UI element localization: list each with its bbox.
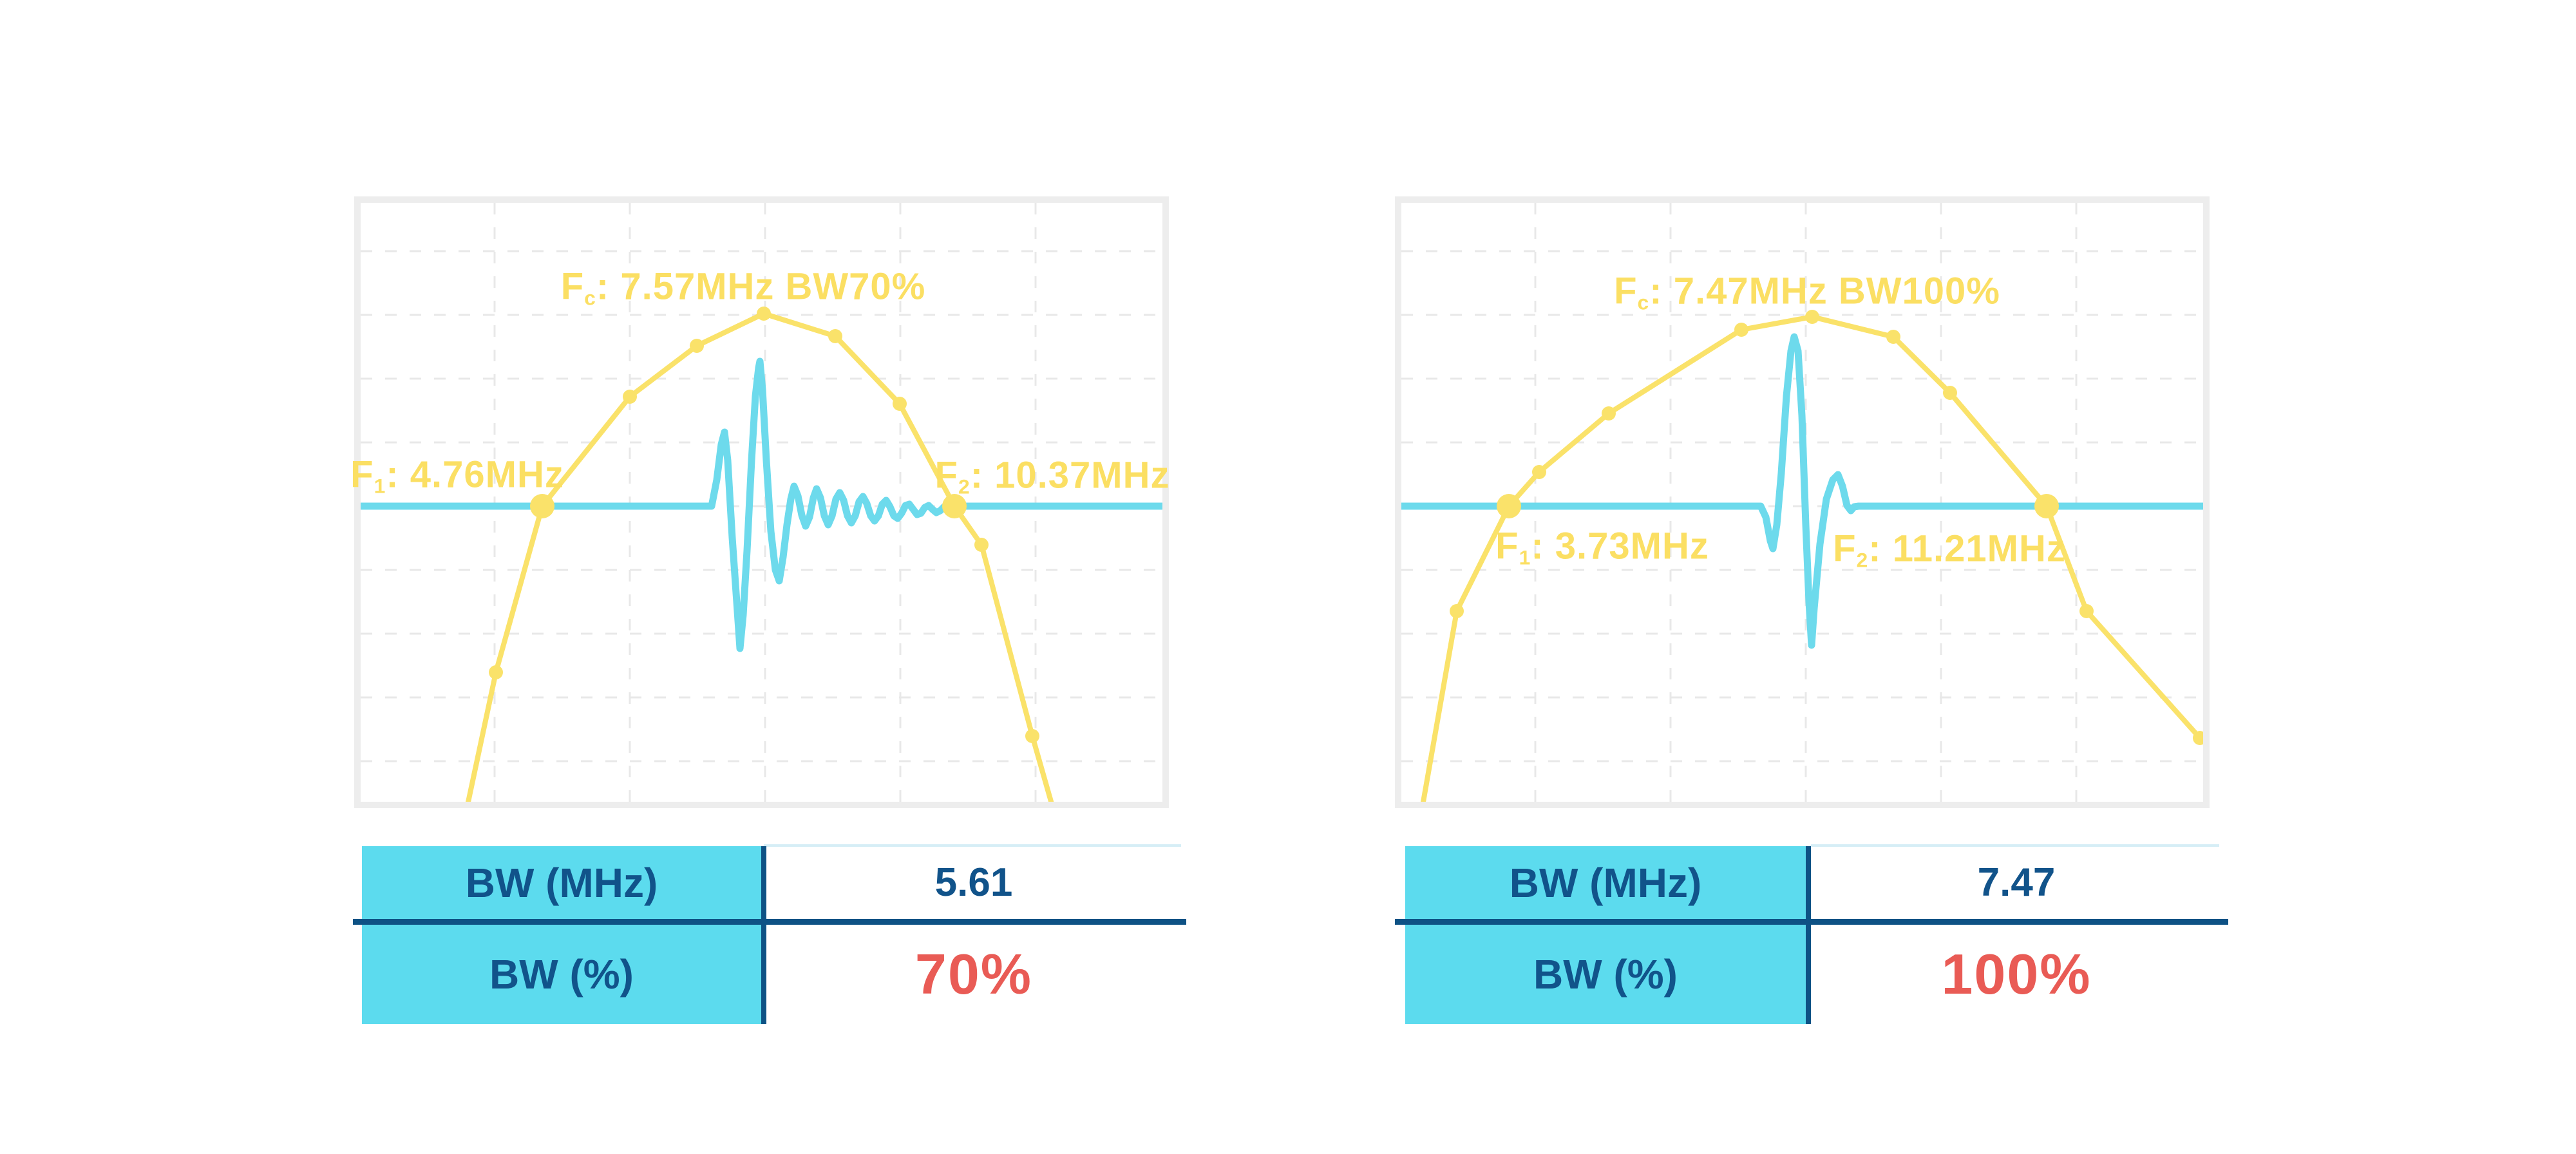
fc-symbol: F [560, 265, 585, 308]
table-top-rule [1811, 844, 2219, 847]
bw-mhz-label: BW (MHz) [465, 859, 658, 906]
fc-symbol: F [1614, 270, 1638, 312]
fc-annotation-right: Fc: 7.47MHz BW100% [1614, 270, 2000, 314]
f1-subscript: 1 [1519, 545, 1531, 569]
f1-symbol: F [1495, 525, 1519, 567]
f1-symbol: F [350, 453, 374, 496]
table-top-rule [764, 844, 1181, 847]
fc-subscript: c [584, 286, 596, 310]
table-row-divider [353, 919, 1186, 925]
f2-symbol: F [934, 454, 958, 497]
f2-symbol: F [1833, 527, 1857, 570]
spectrum-plot-right [1401, 203, 2203, 802]
f2-value-text: : 11.21MHz [1868, 527, 2066, 570]
f1-value-text: : 3.73MHz [1531, 525, 1709, 567]
bw-mhz-value: 7.47 [1977, 860, 2056, 905]
chart-panel-left: Fc: 7.57MHz BW70% F1: 4.76MHz F2: 10.37M… [350, 196, 1170, 808]
table-row-divider [1395, 919, 2228, 925]
f1-value-text: : 4.76MHz [386, 453, 564, 496]
f1-subscript: 1 [374, 474, 386, 498]
bw-percent-value: 100% [1941, 942, 2092, 1006]
f2-subscript: 2 [1856, 548, 1869, 572]
bw-percent-label: BW (%) [1533, 951, 1678, 998]
fc-subscript: c [1637, 290, 1650, 314]
table-column-divider [1806, 846, 1811, 1024]
f1-annotation-left: F1: 4.76MHz [350, 453, 564, 498]
table-column-divider [761, 846, 766, 1024]
fc-value-text: : 7.47MHz BW100% [1649, 270, 2000, 312]
bw-percent-value: 70% [914, 942, 1033, 1006]
spectrum-plot-left [361, 203, 1162, 802]
f2-annotation-right: F2: 11.21MHz [1833, 527, 2066, 572]
bw-mhz-label: BW (MHz) [1509, 859, 1702, 906]
chart-panel-right: Fc: 7.47MHz BW100% F1: 3.73MHz F2: 11.21… [1395, 196, 2210, 808]
table-label-column-bg [1405, 846, 1808, 1024]
f2-subscript: 2 [958, 475, 971, 498]
f1-annotation-right: F1: 3.73MHz [1495, 525, 1709, 569]
fc-value-text: : 7.57MHz BW70% [596, 265, 926, 308]
f2-annotation-left: F2: 10.37MHz [934, 454, 1170, 498]
fc-annotation-left: Fc: 7.57MHz BW70% [560, 265, 926, 310]
table-label-column-bg [362, 846, 764, 1024]
bw-mhz-value: 5.61 [934, 860, 1013, 905]
f2-value-text: : 10.37MHz [970, 454, 1170, 497]
bw-percent-label: BW (%) [489, 951, 634, 998]
